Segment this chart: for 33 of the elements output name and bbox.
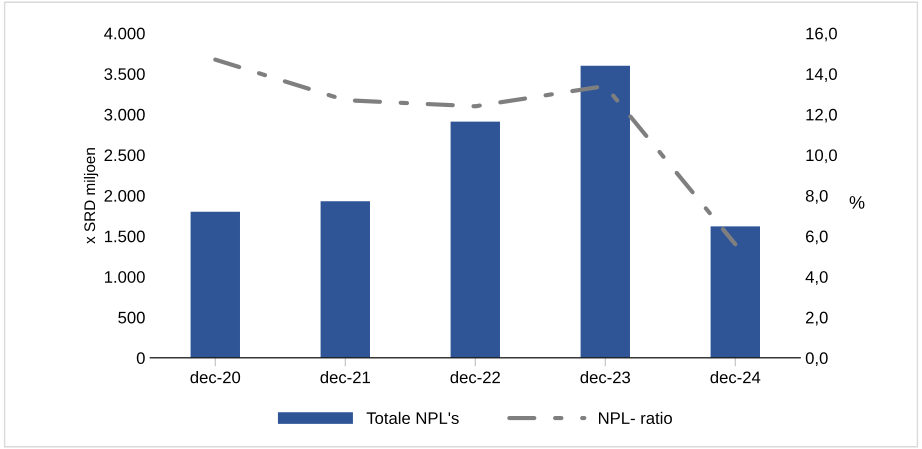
line-series xyxy=(213,58,738,246)
y2-tick-label: 6,0 xyxy=(806,230,828,244)
y-tick-label: 500 xyxy=(118,312,145,324)
legend-label: Totale NPL's xyxy=(366,412,459,424)
bar xyxy=(190,212,240,358)
y2-axis-title: % xyxy=(850,196,864,209)
bar xyxy=(710,226,760,358)
y2-tick-label: 10,0 xyxy=(806,149,837,164)
x-tick-label: dec-24 xyxy=(710,371,760,384)
y2-tick-label: 2,0 xyxy=(806,312,828,326)
y2-tick-label: 12,0 xyxy=(806,108,837,123)
y-tick-label: 3.000 xyxy=(104,108,145,121)
bar xyxy=(580,66,630,358)
y-tick-label: 2.500 xyxy=(104,149,145,162)
y-tick-label: 3.500 xyxy=(104,68,145,80)
y-tick-label: 1.500 xyxy=(104,230,145,242)
x-tick-label: dec-20 xyxy=(190,371,240,384)
x-tick-label: dec-23 xyxy=(580,371,630,384)
bar xyxy=(450,122,500,358)
y2-tick-label: 16,0 xyxy=(806,28,837,42)
legend-label: NPL- ratio xyxy=(598,412,672,424)
y-tick-label: 0 xyxy=(136,352,145,364)
y-axis-title: x SRD miljoen xyxy=(84,148,98,244)
y-tick-label: 1.000 xyxy=(104,271,145,283)
bar xyxy=(320,201,370,358)
y-tick-label: 4.000 xyxy=(104,28,145,40)
y2-tick-label: 4,0 xyxy=(806,271,828,285)
y-tick-label: 2.000 xyxy=(104,190,145,202)
x-tick-label: dec-22 xyxy=(450,371,500,384)
y2-tick-label: 14,0 xyxy=(806,68,837,82)
x-tick-label: dec-21 xyxy=(320,371,370,384)
y2-tick-label: 0,0 xyxy=(806,352,828,366)
y2-tick-label: 8,0 xyxy=(806,190,828,204)
